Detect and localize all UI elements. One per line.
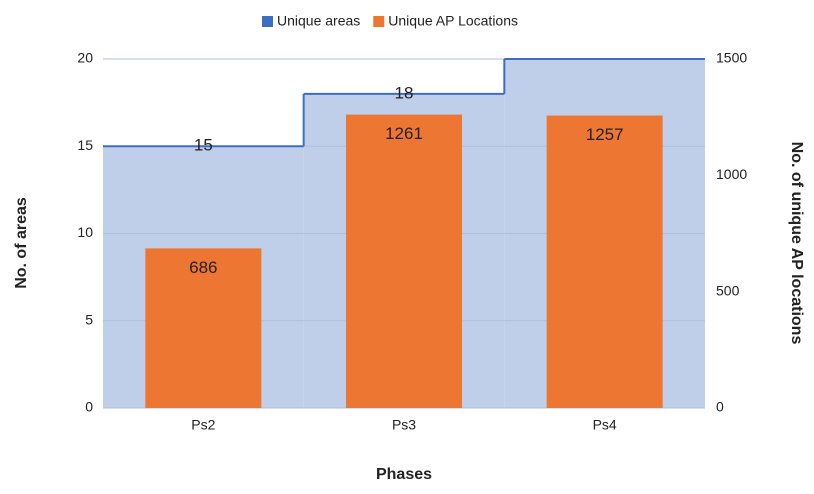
x-tick-label: Ps3 xyxy=(392,417,416,433)
legend-label: Unique areas xyxy=(277,13,360,29)
y-tick-label: 5 xyxy=(85,311,93,327)
bar xyxy=(346,114,462,408)
x-axis-title: Phases xyxy=(376,466,432,483)
y2-tick-label: 500 xyxy=(716,282,740,298)
area-value-label: 18 xyxy=(395,83,414,102)
y-tick-label: 0 xyxy=(85,399,93,415)
bar-value-label: 1257 xyxy=(586,125,624,144)
bar-value-label: 1261 xyxy=(385,124,423,143)
x-tick-label: Ps4 xyxy=(593,417,617,433)
y-tick-label: 20 xyxy=(77,50,93,66)
y-tick-label: 10 xyxy=(77,224,93,240)
y2-axis-title: No. of unique AP locations xyxy=(788,142,805,345)
legend-swatch xyxy=(262,16,273,27)
legend-swatch xyxy=(373,16,385,27)
area-value-label: 15 xyxy=(194,136,213,155)
bar xyxy=(145,248,262,408)
y-axis-title: No. of areas xyxy=(13,197,30,289)
x-tick-label: Ps2 xyxy=(191,417,215,433)
y-tick-label: 15 xyxy=(77,137,93,153)
bar-value-label: 686 xyxy=(189,258,217,277)
bar xyxy=(546,115,663,409)
y2-tick-label: 1000 xyxy=(716,166,747,182)
legend-label: Unique AP Locations xyxy=(388,13,518,29)
y2-tick-label: 0 xyxy=(716,399,724,415)
y2-tick-label: 1500 xyxy=(716,50,747,66)
